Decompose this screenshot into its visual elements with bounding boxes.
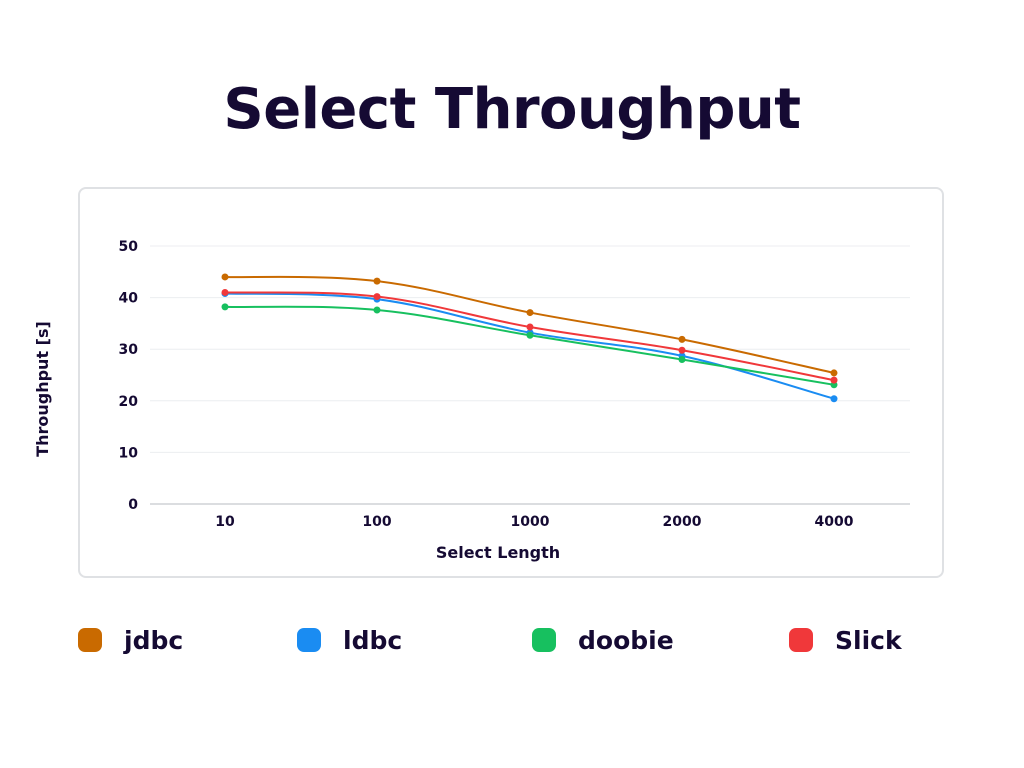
x-tick-label: 2000 — [663, 514, 702, 530]
data-point-slick — [678, 346, 686, 354]
legend-item-slick: Slick — [789, 616, 902, 664]
chart-card: 0 10 20 30 40 50 10 100 1000 2000 4000 Select Lengt… — [33, 187, 944, 578]
data-point-slick — [221, 288, 229, 296]
chart-legend: jdbc ldbc doobie Slick — [0, 616, 1024, 664]
legend-item-doobie: doobie — [532, 616, 674, 664]
data-point-doobie — [221, 303, 229, 311]
legend-swatch-ldbc — [297, 628, 321, 652]
legend-label-jdbc: jdbc — [124, 625, 184, 655]
x-tick-label: 4000 — [815, 514, 854, 530]
x-axis-title: Select Length — [436, 543, 560, 562]
y-tick-label: 30 — [119, 342, 139, 358]
x-tick-label: 1000 — [511, 514, 550, 530]
x-tick-label: 10 — [215, 514, 235, 530]
y-tick-label: 20 — [119, 394, 139, 410]
legend-swatch-doobie — [532, 628, 556, 652]
data-point-ldbc — [830, 395, 838, 403]
x-tick-label: 100 — [362, 514, 391, 530]
legend-label-doobie: doobie — [578, 625, 674, 655]
y-axis-title: Throughput [s] — [33, 321, 52, 457]
data-point-doobie — [373, 306, 381, 314]
data-point-jdbc — [221, 273, 229, 281]
legend-label-ldbc: ldbc — [343, 625, 403, 655]
data-point-jdbc — [830, 369, 838, 377]
data-point-slick — [830, 376, 838, 384]
data-point-doobie — [678, 356, 686, 364]
y-tick-label: 0 — [128, 497, 138, 513]
data-point-slick — [373, 293, 381, 301]
data-point-jdbc — [678, 335, 686, 343]
legend-label-slick: Slick — [835, 625, 902, 655]
legend-swatch-jdbc — [78, 628, 102, 652]
chart-title: Select Throughput — [223, 77, 801, 142]
y-tick-label: 40 — [119, 291, 139, 307]
legend-swatch-slick — [789, 628, 813, 652]
chart-plot: 0 10 20 30 40 50 10 100 1000 2000 4000 Select Lengt… — [33, 239, 910, 562]
data-point-jdbc — [373, 277, 381, 285]
legend-item-ldbc: ldbc — [297, 616, 402, 664]
data-point-doobie — [526, 331, 534, 339]
y-tick-label: 50 — [119, 239, 139, 255]
y-tick-label: 10 — [119, 445, 139, 461]
series-line-doobie — [224, 305, 835, 386]
data-point-slick — [526, 323, 534, 331]
data-point-jdbc — [526, 309, 534, 317]
legend-item-jdbc: jdbc — [78, 616, 183, 664]
